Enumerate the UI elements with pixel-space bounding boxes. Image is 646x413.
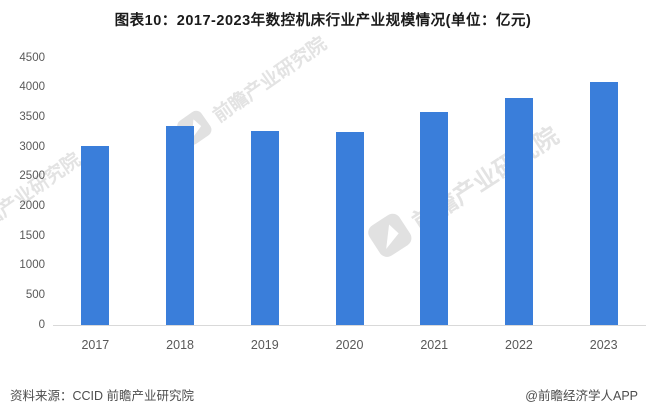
y-tick-label: 2500 [19, 169, 45, 182]
bar-slot [53, 58, 138, 325]
x-tick-label: 2019 [250, 338, 279, 352]
x-tick-label: 2023 [589, 338, 618, 352]
x-tick-label: 2018 [166, 338, 194, 352]
x-axis: 2017 2018 2019 2020 2021 2022 2023 [53, 338, 646, 352]
bar-slot [307, 58, 392, 325]
footer: 资料来源：CCID 前瞻产业研究院 @前瞻经济学人APP [10, 385, 638, 404]
bar-2023 [589, 81, 618, 325]
bar-2020 [335, 132, 364, 325]
plot-area [53, 58, 646, 326]
x-tick-label: 2021 [420, 338, 449, 352]
x-tick-label: 2017 [81, 338, 110, 352]
source-note: 资料来源：CCID 前瞻产业研究院 [10, 389, 195, 403]
x-tick-label: 2020 [335, 338, 364, 352]
bar-2017 [81, 145, 110, 325]
bar-slot [561, 58, 646, 325]
bar-2021 [420, 112, 449, 325]
y-tick-label: 3500 [19, 110, 45, 123]
bar-slot [222, 58, 307, 325]
x-tick-label: 2022 [505, 338, 533, 352]
y-tick-label: 1500 [19, 229, 45, 242]
y-tick-label: 3000 [19, 140, 45, 153]
y-tick-label: 4500 [19, 51, 45, 64]
bar-2022 [504, 97, 533, 325]
y-tick-label: 2000 [19, 199, 45, 212]
y-tick-label: 4000 [19, 80, 45, 93]
chart-title: 图表10：2017-2023年数控机床行业产业规模情况(单位：亿元) [114, 13, 532, 29]
bar-slot [138, 58, 223, 325]
credit-note: @前瞻经济学人APP [525, 389, 638, 403]
y-tick-label: 0 [38, 318, 45, 331]
bar-slot [392, 58, 477, 325]
bar-2018 [166, 126, 195, 325]
y-axis: 0 500 1000 1500 2000 2500 3000 3500 4000 4500 [0, 52, 45, 330]
bar-slot [477, 58, 562, 325]
y-tick-label: 1000 [19, 258, 45, 271]
bar-2019 [250, 130, 279, 325]
y-tick-label: 500 [25, 288, 45, 301]
